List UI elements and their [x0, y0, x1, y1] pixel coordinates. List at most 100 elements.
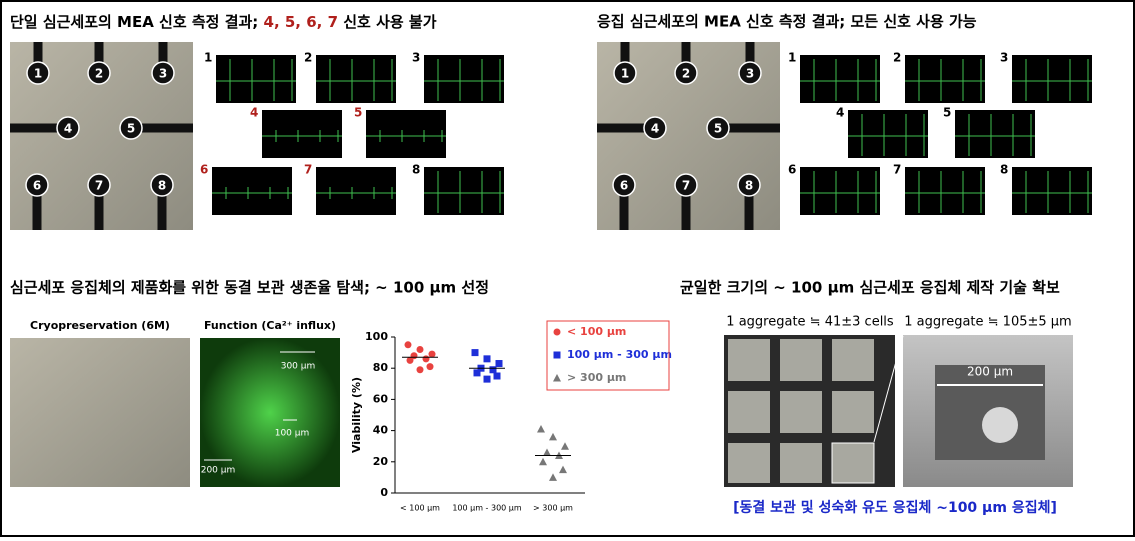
- y-tick-label: 60: [373, 392, 389, 405]
- x-tick-label: > 300 µm: [533, 504, 573, 513]
- trace-label: 5: [354, 106, 362, 120]
- electrode: [150, 173, 174, 197]
- trace-label: 2: [304, 51, 312, 65]
- point: [493, 372, 501, 380]
- legend-marker: [553, 351, 561, 359]
- y-tick-label: 20: [373, 455, 389, 468]
- electrode: [643, 116, 667, 140]
- electrode: [737, 173, 761, 197]
- trace: [262, 110, 342, 158]
- electrode: [674, 61, 698, 85]
- aggregate: [982, 407, 1018, 443]
- caption: 1 aggregate ≒ 41±3 cells: [726, 315, 894, 330]
- point: [561, 442, 569, 450]
- trace: [366, 110, 446, 158]
- electrode-label: 5: [127, 122, 135, 136]
- electrode-label: 6: [620, 179, 628, 193]
- electrode-label: 1: [621, 67, 629, 81]
- y-tick-label: 100: [365, 330, 388, 343]
- panel-title: 응집 심근세포의 MEA 신호 측정 결과; 모든 신호 사용 가능: [597, 13, 977, 31]
- electrode: [706, 116, 730, 140]
- point: [483, 355, 491, 363]
- trace-label: 1: [788, 51, 796, 65]
- trace: [424, 167, 504, 215]
- electrode: [26, 61, 50, 85]
- electrode-label: 3: [746, 67, 754, 81]
- trace: [424, 55, 504, 103]
- trace: [848, 110, 928, 158]
- scale-label: 100 µm: [275, 429, 310, 439]
- point: [471, 349, 479, 357]
- point: [537, 425, 545, 433]
- point: [404, 341, 412, 349]
- point: [483, 375, 491, 383]
- x-tick-label: < 100 µm: [400, 504, 440, 513]
- point: [495, 360, 503, 368]
- electrode-label: 7: [95, 179, 103, 193]
- trace-label: 3: [412, 51, 420, 65]
- point: [489, 366, 497, 374]
- legend-box: [546, 320, 670, 391]
- point: [543, 448, 551, 456]
- legend-label: > 300 µm: [567, 371, 626, 384]
- photo: [10, 338, 190, 487]
- scale-label: 200 µm: [967, 365, 1013, 379]
- y-tick-label: 40: [373, 424, 389, 437]
- electrode: [613, 61, 637, 85]
- trace: [1012, 167, 1092, 215]
- point: [549, 432, 557, 441]
- trace-label: 7: [304, 163, 312, 177]
- x-tick-label: 100 µm - 300 µm: [452, 504, 522, 513]
- point: [473, 369, 481, 377]
- electrode-label: 8: [745, 179, 753, 193]
- electrode-label: 4: [64, 122, 72, 136]
- trace-label: 5: [943, 106, 951, 120]
- trace: [955, 110, 1035, 158]
- electrode-label: 3: [159, 67, 167, 81]
- electrode-label: 8: [158, 179, 166, 193]
- electrode-label: 1: [34, 67, 42, 81]
- scale-label: 200 µm: [201, 466, 236, 476]
- legend-label: 100 µm - 300 µm: [567, 348, 672, 361]
- electrode: [119, 116, 143, 140]
- trace-label: 6: [788, 163, 796, 177]
- electrode: [56, 116, 80, 140]
- point: [416, 345, 424, 353]
- caption: Function (Ca²⁺ influx): [204, 319, 336, 332]
- zoom-line: [873, 335, 904, 443]
- scale-label: 300 µm: [281, 362, 316, 372]
- wells: [728, 339, 875, 484]
- trace: [800, 167, 880, 215]
- legend-marker: [553, 374, 561, 382]
- point: [549, 473, 557, 481]
- electrode: [612, 173, 636, 197]
- electrode: [25, 173, 49, 197]
- trace: [905, 167, 985, 215]
- point: [428, 350, 436, 358]
- electrode-label: 2: [682, 67, 690, 81]
- y-tick-label: 0: [380, 486, 388, 499]
- point: [422, 355, 430, 363]
- trace-label: 3: [1000, 51, 1008, 65]
- caption: Cryopreservation (6M): [30, 319, 170, 332]
- trace-label: 4: [836, 106, 844, 120]
- legend-label: < 100 µm: [567, 325, 626, 338]
- panel-title: 심근세포 응집체의 제품화를 위한 동결 보관 생존율 탐색; ~ 100 µm…: [10, 279, 489, 297]
- trace-label: 8: [412, 163, 420, 177]
- y-axis-label: Viability (%): [350, 377, 363, 453]
- electrode-label: 4: [651, 122, 659, 136]
- trace: [216, 55, 296, 103]
- trace: [800, 55, 880, 103]
- point: [426, 363, 434, 371]
- legend-marker: [553, 328, 561, 336]
- electrode-label: 5: [714, 122, 722, 136]
- electrode: [87, 61, 111, 85]
- trace: [905, 55, 985, 103]
- trace-label: 1: [204, 51, 212, 65]
- trace: [316, 167, 396, 215]
- electrode: [738, 61, 762, 85]
- electrode: [87, 173, 111, 197]
- point: [559, 465, 567, 474]
- electrode: [151, 61, 175, 85]
